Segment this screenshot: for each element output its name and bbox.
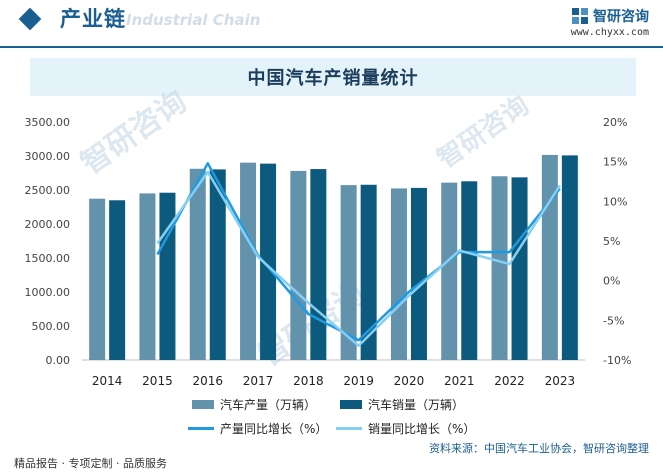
- legend-swatch-production: [192, 400, 214, 409]
- legend-swatch-production-growth: [188, 427, 214, 430]
- left-axis-tick-label: 500.00: [32, 320, 71, 333]
- legend-label-production: 汽车产量（万辆）: [220, 398, 317, 412]
- left-axis-tick-label: 3000.00: [25, 150, 71, 163]
- x-axis-tick-label: 2022: [494, 374, 525, 388]
- left-axis-tick-label: 3500.00: [25, 116, 71, 129]
- x-axis-tick-label: 2020: [394, 374, 425, 388]
- legend-item-production-growth: 产量同比增长（%）: [188, 420, 327, 437]
- bar: [159, 192, 176, 360]
- bar: [209, 169, 226, 360]
- brand-name: 智研咨询: [593, 9, 649, 25]
- left-axis-tick-label: 2500.00: [25, 184, 71, 197]
- bar: [89, 198, 106, 360]
- x-axis-tick-label: 2021: [444, 374, 475, 388]
- bar: [240, 162, 257, 360]
- legend-item-sales: 汽车销量（万辆）: [340, 396, 464, 413]
- bar: [360, 184, 377, 360]
- bar: [139, 193, 156, 360]
- brand: 智研咨询 www.chyxx.com: [571, 6, 649, 38]
- bar: [561, 155, 578, 360]
- left-axis-tick-label: 0.00: [46, 354, 71, 367]
- x-axis-tick-label: 2017: [243, 374, 274, 388]
- x-axis-tick-label: 2019: [343, 374, 374, 388]
- bar: [441, 182, 458, 360]
- left-axis-tick-label: 1000.00: [25, 286, 71, 299]
- legend-label-sales: 汽车销量（万辆）: [368, 398, 465, 412]
- header-divider: [0, 46, 663, 48]
- right-axis-tick-label: 10%: [603, 195, 627, 208]
- legend-label-production-growth: 产量同比增长（%）: [220, 422, 328, 436]
- bar: [390, 188, 407, 360]
- brand-logo-icon: [572, 8, 588, 24]
- bar: [491, 176, 508, 360]
- bar: [290, 170, 307, 360]
- bar: [541, 154, 558, 360]
- bar: [511, 177, 528, 360]
- series-line: [156, 170, 561, 347]
- footer-source: 资料来源：中国汽车工业协会，智研咨询整理: [429, 442, 649, 455]
- bar: [310, 169, 327, 360]
- bar: [260, 163, 277, 360]
- legend-swatch-sales: [340, 400, 362, 409]
- x-axis-tick-label: 2015: [142, 374, 173, 388]
- section-subtitle: Industrial Chain: [126, 11, 261, 29]
- x-axis-tick-label: 2018: [293, 374, 324, 388]
- section-title: 产业链: [60, 7, 126, 31]
- right-axis-tick-label: -5%: [603, 314, 624, 327]
- header: 产业链 Industrial Chain 智研咨询 www.chyxx.com: [0, 0, 663, 46]
- brand-url: www.chyxx.com: [570, 27, 649, 38]
- series-line: [156, 162, 561, 342]
- x-axis-tick-label: 2014: [92, 374, 123, 388]
- right-axis-tick-label: 5%: [603, 235, 620, 248]
- bar: [189, 168, 206, 360]
- chart-title: 中国汽车产销量统计: [247, 68, 419, 89]
- footer-tagline: 精品报告 · 专项定制 · 品质服务: [14, 457, 167, 470]
- left-axis-tick-label: 1500.00: [25, 252, 71, 265]
- legend-item-production: 汽车产量（万辆）: [192, 396, 316, 413]
- x-axis-tick-label: 2023: [545, 374, 576, 388]
- chart-title-band: 中国汽车产销量统计: [30, 58, 636, 96]
- left-axis-tick-label: 2000.00: [25, 218, 71, 231]
- right-axis-tick-label: 20%: [603, 116, 627, 129]
- right-axis-tick-label: 15%: [603, 156, 627, 169]
- bar: [410, 187, 427, 360]
- bar: [109, 200, 126, 360]
- x-axis-tick-label: 2016: [192, 374, 223, 388]
- legend-item-sales-growth: 销量同比增长（%）: [336, 420, 475, 437]
- right-axis-tick-label: 0%: [603, 275, 620, 288]
- legend-swatch-sales-growth: [336, 427, 362, 430]
- bar: [461, 181, 478, 360]
- legend-label-sales-growth: 销量同比增长（%）: [368, 422, 476, 436]
- bar: [340, 185, 357, 360]
- right-axis-tick-label: -10%: [603, 354, 631, 367]
